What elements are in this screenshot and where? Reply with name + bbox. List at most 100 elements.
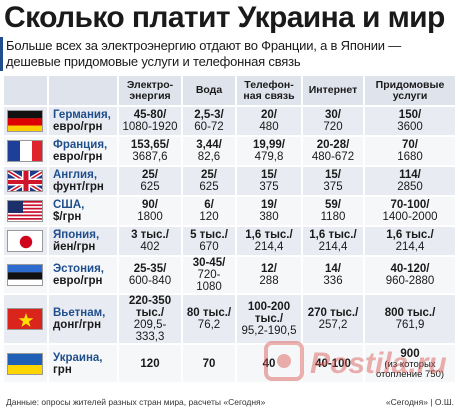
cell-internet: 1,6 тыс./214,4 bbox=[302, 225, 365, 256]
cell-electricity: 90/1800 bbox=[118, 195, 183, 226]
value-uah: 3600 bbox=[397, 121, 423, 133]
country-cell: США, $/грн bbox=[48, 195, 119, 226]
japan-flag-icon bbox=[7, 230, 43, 252]
country-name: Германия, bbox=[53, 109, 111, 121]
value-uah: 1080-1920 bbox=[122, 121, 178, 133]
flag-cell bbox=[4, 195, 49, 226]
value-local: 1,6 тыс./ bbox=[245, 229, 293, 241]
header-internet: Интернет bbox=[302, 76, 365, 106]
value-local: 12/ bbox=[261, 263, 277, 275]
value-uah: 60-72 bbox=[194, 121, 224, 133]
cell-phone: 20/480 bbox=[236, 105, 303, 136]
cell-water: 70 bbox=[182, 343, 237, 382]
page-subtitle: Больше всех за электроэнергию отдают во … bbox=[6, 38, 402, 69]
country-cell: Вьетнам, донг/грн bbox=[48, 293, 119, 344]
flag-cell bbox=[4, 165, 49, 196]
country-cell: Германия, евро/грн bbox=[48, 105, 119, 136]
cell-phone: 40 bbox=[236, 343, 303, 382]
table-row: Япония, йен/грн 3 тыс./402 5 тыс./670 1,6 ты… bbox=[4, 225, 457, 256]
value-local: 40-120/ bbox=[390, 263, 430, 275]
value-uah: 625 bbox=[140, 181, 160, 193]
value-local: 14/ bbox=[325, 263, 341, 275]
value-local: 150/ bbox=[398, 109, 422, 121]
value-uah: 479,8 bbox=[254, 151, 284, 163]
country-name: Англия, bbox=[53, 169, 98, 181]
value-uah: 257,2 bbox=[318, 319, 348, 331]
table-row: Украина, грн 120 70 40 40-100 900 (из которых о… bbox=[4, 343, 457, 382]
country-name: Вьетнам, bbox=[53, 307, 106, 319]
cell-water: 25/625 bbox=[182, 165, 237, 196]
subtitle-accent-bar bbox=[0, 37, 3, 71]
vietnam-flag-icon bbox=[7, 308, 43, 330]
value-uah: 375 bbox=[259, 181, 279, 193]
france-flag-icon bbox=[7, 140, 43, 162]
table-header-row: Электро-энергия Вода Телефон-ная связь И… bbox=[4, 76, 457, 106]
value-local: 1,6 тыс./ bbox=[309, 229, 357, 241]
value-local: 900 bbox=[400, 347, 420, 360]
value-local: 153,65/ bbox=[130, 139, 170, 151]
table-row: Германия, евро/грн 45-80/1080-1920 2,5-3/60… bbox=[4, 105, 457, 136]
cell-water: 2,5-3/60-72 bbox=[182, 105, 237, 136]
cell-phone: 100-200 тыс./95,2-190,5 bbox=[236, 293, 303, 344]
value-uah: 480 bbox=[259, 121, 279, 133]
value-local: 90/ bbox=[142, 199, 158, 211]
footer-source: Данные: опросы жителей разных стран мира… bbox=[6, 397, 266, 407]
table-row: Англия, фунт/грн 25/625 25/625 15/375 15/375 1… bbox=[4, 165, 457, 196]
cell-phone: 1,6 тыс./214,4 bbox=[236, 225, 303, 256]
cell-electricity: 120 bbox=[118, 343, 183, 382]
value-local: 40 bbox=[262, 357, 276, 370]
country-name: Япония, bbox=[53, 229, 100, 241]
value-local: 40-100 bbox=[315, 357, 351, 370]
value-uah: 670 bbox=[199, 241, 219, 253]
currency-unit: фунт/грн bbox=[53, 181, 104, 193]
footer-credit: «Сегодня» | О.Ш. bbox=[385, 397, 454, 407]
cell-phone: 19/380 bbox=[236, 195, 303, 226]
value-local: 30-45/ bbox=[192, 257, 226, 269]
value-local: 25/ bbox=[142, 169, 158, 181]
currency-unit: евро/грн bbox=[53, 121, 103, 133]
ukraine-flag-icon bbox=[7, 352, 43, 375]
value-uah: (из которых отопление 750) bbox=[375, 358, 445, 380]
flag-cell bbox=[4, 135, 49, 166]
value-uah: 82,6 bbox=[197, 151, 221, 163]
cell-housing-services: 150/3600 bbox=[364, 105, 457, 136]
table-row: США, $/грн 90/1800 6/120 19/380 59/1180 70-100… bbox=[4, 195, 457, 226]
value-local: 25-35/ bbox=[133, 263, 167, 275]
value-uah: 3687,6 bbox=[132, 151, 168, 163]
value-uah: 1800 bbox=[137, 211, 163, 223]
value-uah: 1400-2000 bbox=[382, 211, 438, 223]
value-local: 59/ bbox=[325, 199, 341, 211]
table-row: Франция, евро/грн 153,65/3687,6 3,44/82,6 19… bbox=[4, 135, 457, 166]
value-uah: 720 bbox=[323, 121, 343, 133]
value-uah: 480-672 bbox=[311, 151, 355, 163]
value-local: 2,5-3/ bbox=[194, 109, 224, 121]
cell-water: 5 тыс./670 bbox=[182, 225, 237, 256]
cell-housing-services: 70-100/1400-2000 bbox=[364, 195, 457, 226]
cell-electricity: 220-350 тыс./209,5-333,3 bbox=[118, 293, 183, 344]
cell-electricity: 25-35/600-840 bbox=[118, 255, 183, 294]
value-uah: 720-1080 bbox=[196, 269, 222, 293]
country-cell: Украина, грн bbox=[48, 343, 119, 382]
cell-water: 6/120 bbox=[182, 195, 237, 226]
value-local: 15/ bbox=[325, 169, 341, 181]
country-cell: Япония, йен/грн bbox=[48, 225, 119, 256]
value-uah: 336 bbox=[323, 275, 343, 287]
value-uah: 1180 bbox=[320, 211, 346, 223]
value-uah: 95,2-190,5 bbox=[241, 325, 297, 337]
value-local: 5 тыс./ bbox=[190, 229, 228, 241]
estonia-flag-icon bbox=[7, 264, 43, 286]
cell-phone: 12/288 bbox=[236, 255, 303, 294]
cell-water: 80 тыс./76,2 bbox=[182, 293, 237, 344]
prices-table: Электро-энергия Вода Телефон-ная связь И… bbox=[4, 76, 457, 382]
value-local: 30/ bbox=[325, 109, 341, 121]
value-uah: 214,4 bbox=[318, 241, 348, 253]
table-row: Эстония, евро/грн 25-35/600-840 30-45/720-1… bbox=[4, 255, 457, 294]
value-local: 25/ bbox=[201, 169, 217, 181]
value-uah: 1680 bbox=[397, 151, 423, 163]
cell-housing-services: 40-120/960-2880 bbox=[364, 255, 457, 294]
header-country bbox=[48, 76, 119, 106]
value-uah: 600-840 bbox=[128, 275, 172, 287]
country-cell: Англия, фунт/грн bbox=[48, 165, 119, 196]
value-local: 270 тыс./ bbox=[307, 307, 359, 319]
